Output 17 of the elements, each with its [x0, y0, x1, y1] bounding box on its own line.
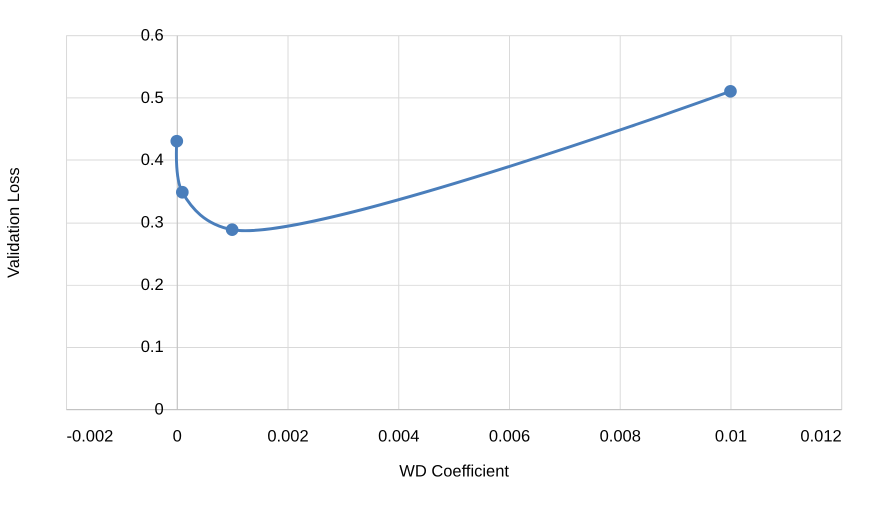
y-tick-label: 0.4: [140, 151, 164, 170]
y-tick-label: 0.5: [140, 88, 164, 107]
x-axis-title: WD Coefficient: [399, 462, 510, 481]
y-tick-label: 0.3: [140, 214, 164, 232]
y-tick-label: 0: [154, 400, 164, 419]
x-tick-label: 0: [172, 428, 182, 446]
x-tick-label: 0.002: [267, 428, 309, 446]
y-tick-label: 0.2: [140, 276, 164, 294]
y-tick-label: 0.1: [140, 338, 164, 356]
x-tick-label: 0.006: [488, 428, 530, 446]
x-tick-label: 0.01: [714, 428, 748, 446]
x-tick-label: -0.002: [66, 428, 114, 446]
x-tick-label: 0.004: [378, 428, 420, 446]
y-axis-title: Validation Loss: [4, 167, 23, 278]
x-tick-label: 0.008: [600, 428, 641, 446]
y-tick-label: 0.6: [140, 26, 164, 45]
x-tick-label: 0.012: [800, 428, 842, 446]
